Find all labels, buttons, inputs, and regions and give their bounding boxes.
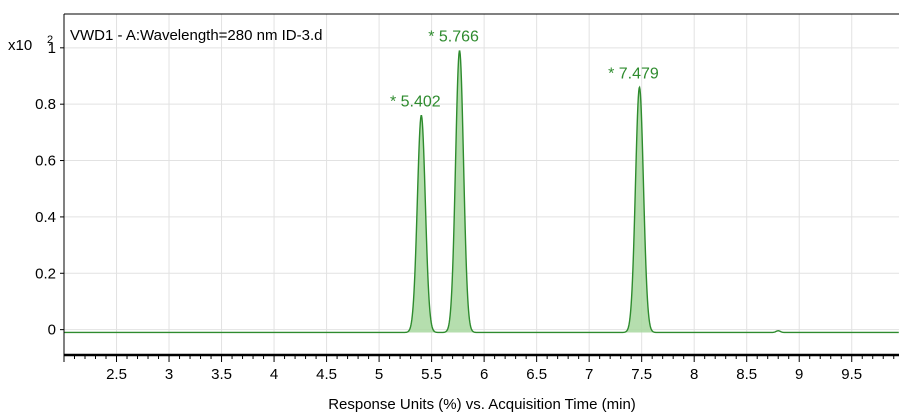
x-tick-label: 6 bbox=[480, 366, 488, 383]
plot-area bbox=[64, 50, 899, 334]
y-tick-label: 0 bbox=[48, 322, 56, 339]
y-tick-label: 0.2 bbox=[35, 265, 56, 282]
y-tick-label: 0.6 bbox=[35, 153, 56, 170]
grid-lines bbox=[64, 14, 899, 355]
peak-area bbox=[443, 50, 476, 333]
x-tick-label: 9 bbox=[795, 366, 803, 383]
x-tick-label: 3 bbox=[165, 366, 173, 383]
y-tick-label: 1 bbox=[48, 40, 56, 57]
peak-area bbox=[623, 87, 656, 333]
x-tick-label: 7 bbox=[585, 366, 593, 383]
x-tick-label: 5.5 bbox=[421, 366, 442, 383]
y-tick-label: 0.8 bbox=[35, 96, 56, 113]
peak-label: * 5.766 bbox=[428, 29, 479, 46]
x-tick-label: 9.5 bbox=[841, 366, 862, 383]
axes bbox=[60, 13, 899, 362]
signal-trace bbox=[64, 50, 899, 334]
x-tick-label: 4.5 bbox=[316, 366, 337, 383]
peak-area bbox=[405, 115, 438, 333]
x-tick-label: 6.5 bbox=[526, 366, 547, 383]
x-tick-label: 7.5 bbox=[631, 366, 652, 383]
peak-label: * 5.402 bbox=[390, 93, 441, 110]
x-tick-label: 5 bbox=[375, 366, 383, 383]
y-multiplier-exp: 2 bbox=[47, 34, 53, 46]
peak-label: * 7.479 bbox=[608, 65, 659, 82]
x-tick-label: 8 bbox=[690, 366, 698, 383]
x-axis-label: Response Units (%) vs. Acquisition Time … bbox=[328, 396, 636, 413]
labels: * 5.402 * 5.766 * 7.479 0 0.2 0.4 0.6 0.8 1 2.5 3 3… bbox=[35, 29, 862, 383]
chart-title: VWD1 - A:Wavelength=280 nm ID-3.d bbox=[70, 27, 322, 44]
x-tick-label: 2.5 bbox=[106, 366, 127, 383]
y-tick-label: 0.4 bbox=[35, 209, 56, 226]
x-tick-label: 4 bbox=[270, 366, 278, 383]
y-multiplier-base: x10 bbox=[8, 37, 32, 54]
x-tick-label: 8.5 bbox=[736, 366, 757, 383]
x-tick-label: 3.5 bbox=[211, 366, 232, 383]
